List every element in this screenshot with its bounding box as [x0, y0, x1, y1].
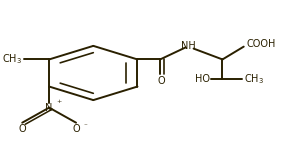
Text: CH$_3$: CH$_3$ [2, 53, 22, 66]
Text: CH$_3$: CH$_3$ [244, 72, 264, 86]
Text: ⁻: ⁻ [83, 123, 87, 130]
Text: O: O [158, 76, 165, 86]
Text: NH: NH [181, 41, 196, 51]
Text: O: O [72, 124, 80, 134]
Text: COOH: COOH [246, 39, 276, 49]
Text: +: + [56, 99, 61, 104]
Text: N: N [46, 103, 53, 113]
Text: O: O [18, 124, 26, 134]
Text: HO: HO [195, 74, 210, 84]
